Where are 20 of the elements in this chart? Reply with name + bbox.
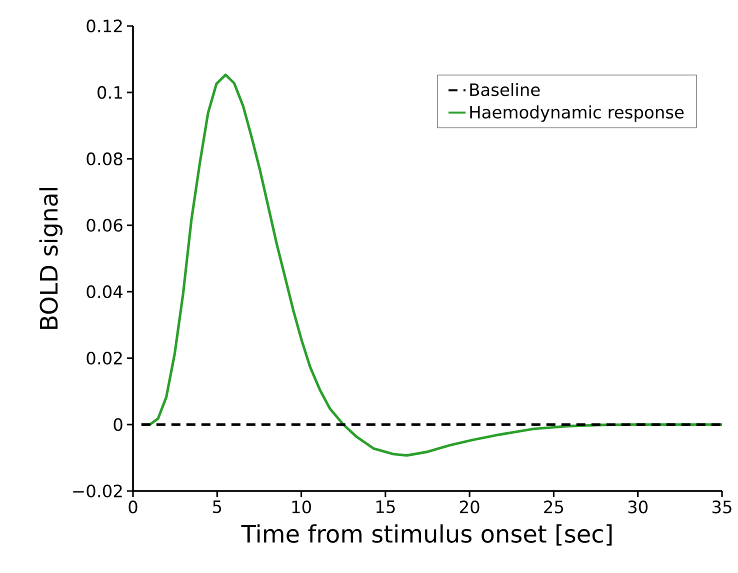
x-tick-label: 5: [213, 500, 222, 514]
y-tick-label: 0.02: [86, 352, 122, 365]
y-tick-label: 0.08: [86, 152, 122, 166]
legend-label: Haemodynamic response: [470, 105, 684, 122]
x-tick-label: 15: [376, 500, 395, 514]
x-tick-label: 30: [628, 500, 648, 514]
y-tick-label: 0: [114, 418, 122, 431]
y-tick-label: 0.04: [86, 285, 123, 298]
legend-label: Baseline: [470, 83, 540, 96]
x-tick-label: 20: [460, 500, 480, 514]
x-tick-label: 0: [128, 500, 138, 514]
y-axis-title: BOLD signal: [39, 188, 62, 329]
y-tick-label: 0.1: [98, 86, 122, 99]
y-tick-label: 0.12: [86, 20, 122, 32]
x-tick-label: 10: [292, 500, 311, 514]
y-tick-label: −0.02: [73, 484, 122, 498]
y-tick-label: 0.06: [86, 218, 122, 232]
x-tick-label: 25: [544, 500, 564, 514]
x-axis-title: Time from stimulus onset [sec]: [241, 524, 612, 546]
x-tick-label: 35: [712, 500, 732, 514]
